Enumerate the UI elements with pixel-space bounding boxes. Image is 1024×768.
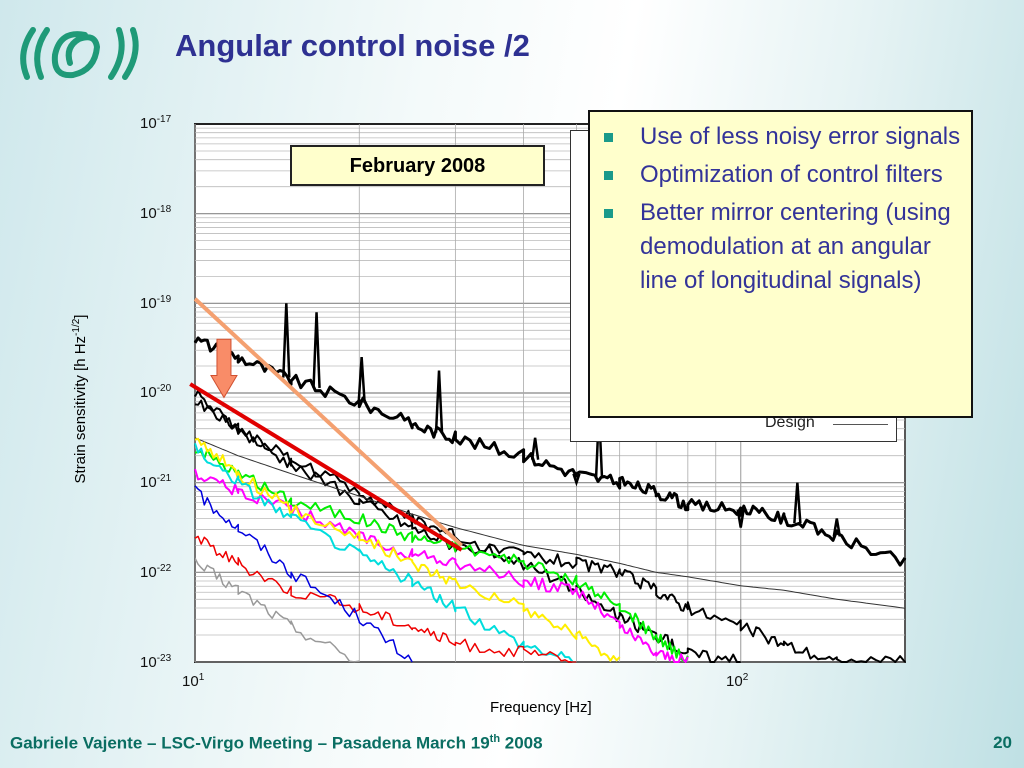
series-line	[194, 535, 577, 663]
series-line	[194, 557, 360, 663]
series-peak	[434, 370, 444, 433]
series-line	[194, 399, 741, 663]
legend-line-design	[833, 424, 888, 425]
note-text: Use of less noisy error signals	[640, 123, 961, 150]
square-bullet-icon	[604, 171, 613, 180]
note-item: Use of less noisy error signals	[602, 120, 961, 154]
y-tick-label: 10-23	[140, 653, 172, 671]
slide-title: Angular control noise /2	[175, 28, 530, 63]
series-peak	[736, 509, 745, 528]
series-peak	[312, 312, 321, 388]
arrow-down-icon	[210, 338, 238, 399]
series-line	[194, 468, 689, 663]
y-tick-label: 10-21	[140, 473, 172, 491]
notes-box: Use of less noisy error signals Optimiza…	[588, 110, 973, 418]
x-tick-label: 102	[726, 672, 749, 690]
series-peak	[832, 518, 842, 537]
note-text: Optimization of control filters	[640, 161, 943, 188]
series-peak	[282, 303, 291, 378]
series-line	[194, 437, 621, 662]
square-bullet-icon	[604, 209, 613, 218]
annotation-line	[193, 297, 463, 547]
series-peak	[530, 437, 540, 460]
series-peak	[572, 473, 581, 487]
series-line	[194, 442, 577, 663]
square-bullet-icon	[604, 133, 613, 142]
note-text: Better mirror centering (using demodulat…	[640, 199, 951, 294]
y-tick-label: 10-18	[140, 204, 172, 222]
y-tick-label: 10-19	[140, 294, 172, 312]
footer: Gabriele Vajente – LSC-Virgo Meeting – P…	[10, 733, 543, 753]
legend-entry-design: Design	[765, 414, 815, 431]
date-label-box: February 2008	[290, 145, 545, 186]
virgo-logo	[20, 27, 139, 80]
series-peak	[793, 482, 802, 524]
series-line	[193, 336, 907, 567]
y-tick-label: 10-20	[140, 383, 172, 401]
y-axis-label: Strain sensitivity [h Hz-1/2]	[71, 314, 89, 484]
y-tick-label: 10-22	[140, 563, 172, 581]
x-tick-label: 101	[182, 672, 205, 690]
x-axis-label: Frequency [Hz]	[490, 699, 592, 716]
note-item: Better mirror centering (using demodulat…	[602, 196, 961, 298]
y-tick-label: 10-17	[140, 114, 172, 132]
page-number: 20	[993, 733, 1012, 752]
series-line	[194, 437, 906, 609]
series-line	[194, 485, 413, 663]
note-item: Optimization of control filters	[602, 158, 961, 192]
annotation-line	[189, 382, 463, 552]
series-peak	[357, 357, 366, 404]
